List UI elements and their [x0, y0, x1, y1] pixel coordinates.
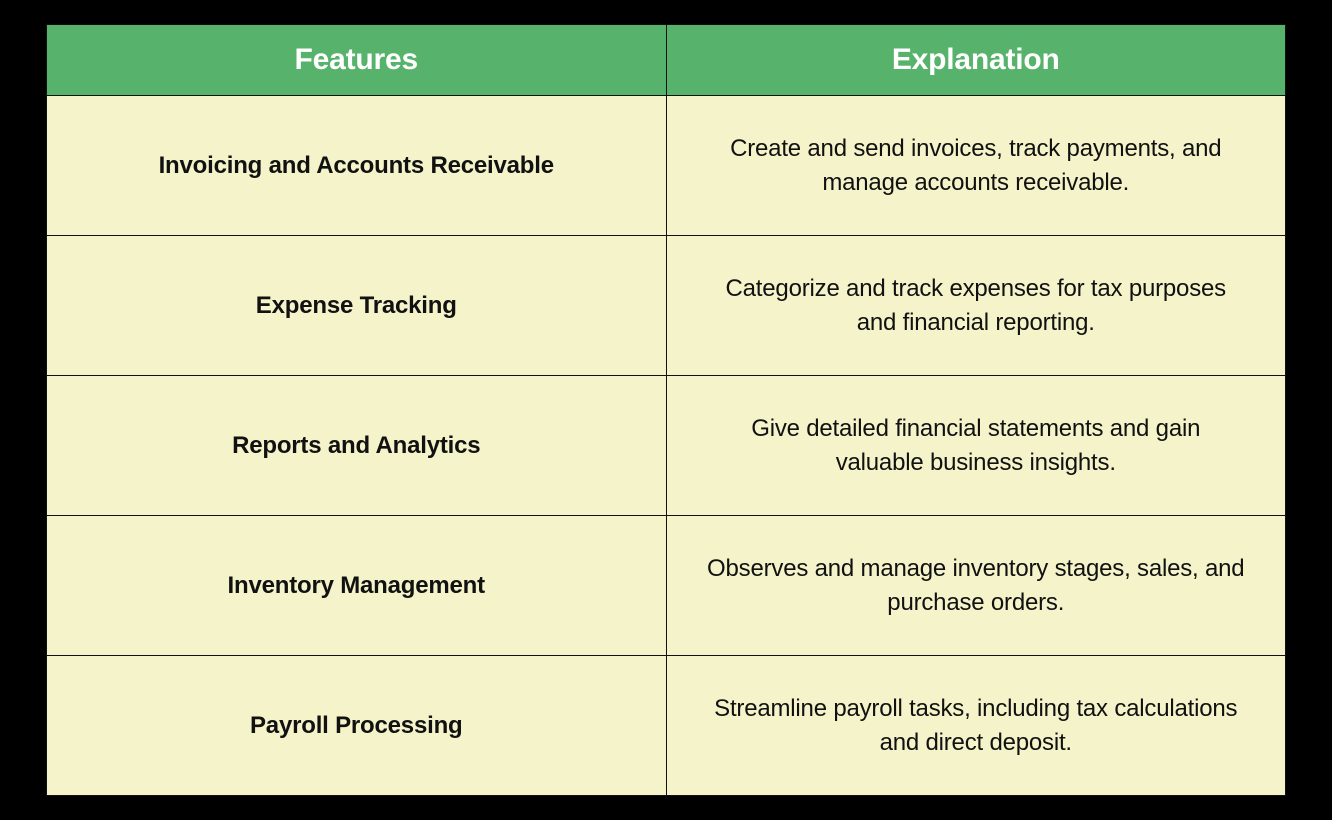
- table-row: Payroll Processing Streamline payroll ta…: [47, 656, 1286, 796]
- table-row: Invoicing and Accounts Receivable Create…: [47, 96, 1286, 236]
- table-row: Reports and Analytics Give detailed fina…: [47, 376, 1286, 516]
- column-header-explanation: Explanation: [666, 25, 1286, 96]
- table-row: Inventory Management Observes and manage…: [47, 516, 1286, 656]
- features-table-container: Features Explanation Invoicing and Accou…: [46, 24, 1286, 796]
- feature-cell: Invoicing and Accounts Receivable: [47, 96, 667, 236]
- explanation-cell: Observes and manage inventory stages, sa…: [666, 516, 1286, 656]
- feature-cell: Expense Tracking: [47, 236, 667, 376]
- feature-cell: Inventory Management: [47, 516, 667, 656]
- feature-cell: Payroll Processing: [47, 656, 667, 796]
- column-header-features: Features: [47, 25, 667, 96]
- explanation-cell: Create and send invoices, track payments…: [666, 96, 1286, 236]
- explanation-cell: Categorize and track expenses for tax pu…: [666, 236, 1286, 376]
- table-header-row: Features Explanation: [47, 25, 1286, 96]
- table-row: Expense Tracking Categorize and track ex…: [47, 236, 1286, 376]
- explanation-cell: Give detailed financial statements and g…: [666, 376, 1286, 516]
- feature-cell: Reports and Analytics: [47, 376, 667, 516]
- explanation-cell: Streamline payroll tasks, including tax …: [666, 656, 1286, 796]
- features-table: Features Explanation Invoicing and Accou…: [46, 24, 1286, 796]
